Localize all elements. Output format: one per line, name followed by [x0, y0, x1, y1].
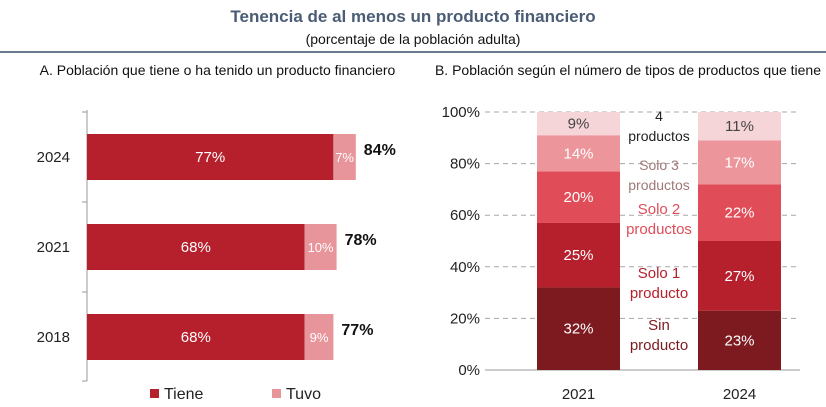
- a-bar-tuvo: [333, 134, 356, 180]
- a-legend-swatch: [272, 389, 281, 398]
- b-segment-value-label: 14%: [563, 145, 593, 162]
- a-category-label: 2021: [37, 239, 70, 256]
- b-series-inline-label: Sin producto: [630, 317, 688, 354]
- b-segment: [698, 140, 781, 185]
- b-segment-value-label: 32%: [563, 321, 593, 338]
- b-y-tick-label: 40%: [450, 259, 480, 276]
- b-y-tick-label: 0%: [458, 362, 480, 379]
- b-y-tick-label: 80%: [450, 156, 480, 173]
- a-bar-tiene: [87, 134, 334, 180]
- b-segment: [698, 112, 781, 141]
- b-segment: [537, 222, 620, 288]
- a-bar-value-label: 68%: [181, 239, 211, 256]
- a-legend-swatch: [150, 389, 159, 398]
- a-bar-tuvo: [304, 224, 337, 270]
- b-segment: [537, 171, 620, 223]
- b-segment-value-label: 25%: [563, 247, 593, 264]
- b-y-tick-label: 100%: [442, 104, 480, 121]
- a-category-label: 2024: [37, 149, 70, 166]
- a-bar-value-label: 10%: [308, 240, 334, 255]
- b-segment: [537, 135, 620, 172]
- b-category-label: 2024: [723, 386, 756, 403]
- a-legend-label: Tiene: [164, 386, 204, 403]
- b-segment: [698, 184, 781, 241]
- panel-a-title: A. Población que tiene o ha tenido un pr…: [39, 62, 396, 78]
- b-segment-value-label: 17%: [724, 154, 754, 171]
- a-bar-value-label: 9%: [310, 330, 329, 345]
- chart-subtitle: (porcentaje de la población adulta): [305, 31, 521, 47]
- b-segment-value-label: 27%: [724, 268, 754, 285]
- b-series-inline-label: Solo 2 productos: [626, 201, 692, 238]
- b-y-tick-label: 20%: [450, 310, 480, 327]
- b-segment-value-label: 20%: [563, 189, 593, 206]
- b-category-label: 2021: [562, 386, 595, 403]
- b-series-inline-label: Solo 1 producto: [630, 265, 688, 302]
- a-bar-tiene: [87, 314, 305, 360]
- a-total-label: 78%: [345, 232, 377, 249]
- a-bar-tiene: [87, 224, 305, 270]
- b-segment: [698, 310, 781, 370]
- b-series-inline-label: 4 productos: [628, 108, 689, 144]
- a-total-label: 77%: [341, 322, 373, 339]
- a-category-label: 2018: [37, 329, 70, 346]
- b-segment-value-label: 9%: [568, 116, 590, 133]
- a-bar-value-label: 7%: [335, 150, 354, 165]
- a-bar-value-label: 77%: [195, 149, 225, 166]
- title-divider: [0, 51, 826, 53]
- b-segment: [698, 241, 781, 311]
- b-segment-value-label: 11%: [725, 118, 754, 135]
- a-total-label: 84%: [364, 142, 396, 159]
- a-bar-value-label: 68%: [181, 329, 211, 346]
- panel-b-title: B. Población según el número de tipos de…: [434, 62, 822, 78]
- a-legend-label: Tuvo: [286, 386, 321, 403]
- a-bar-tuvo: [304, 314, 334, 360]
- b-segment: [537, 287, 620, 370]
- b-segment-value-label: 22%: [724, 205, 754, 222]
- b-segment-value-label: 23%: [724, 332, 754, 349]
- chart-title: Tenencia de al menos un producto financi…: [230, 7, 596, 26]
- b-segment: [537, 112, 620, 136]
- b-y-tick-label: 60%: [450, 207, 480, 224]
- b-series-inline-label: Solo 3 productos: [628, 157, 689, 193]
